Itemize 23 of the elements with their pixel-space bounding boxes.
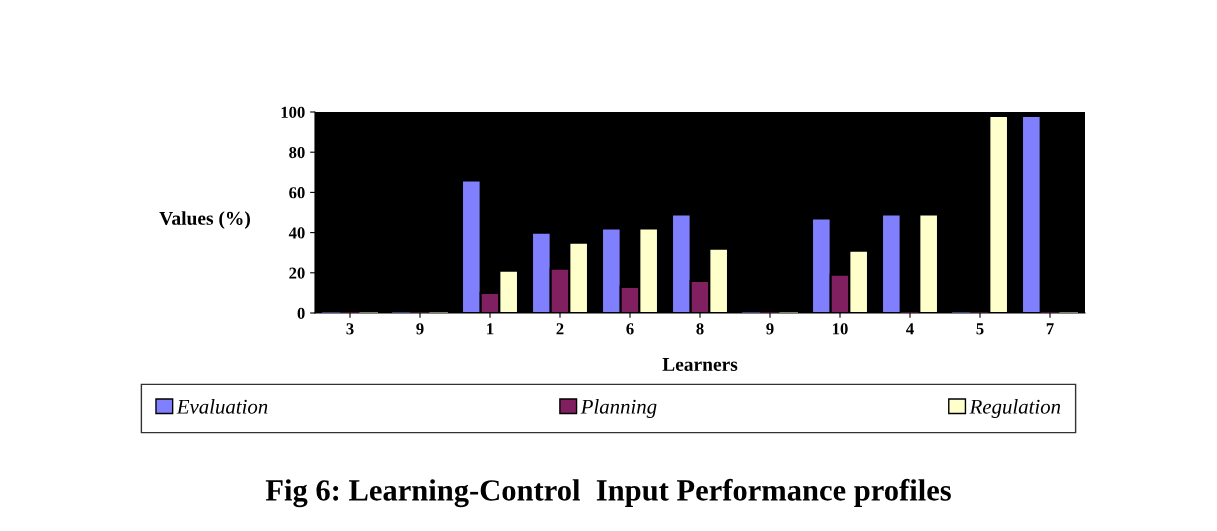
x-tick-label: 9 bbox=[766, 323, 774, 335]
y-tick-label: 40 bbox=[288, 227, 305, 239]
x-tick-label: 5 bbox=[976, 323, 984, 335]
x-tick-label: 6 bbox=[626, 323, 634, 335]
y-tick-label: 100 bbox=[281, 106, 305, 118]
y-tick-label: 20 bbox=[289, 267, 305, 279]
text: Fig 6: Learning-Control Input Performance profiles bbox=[265, 478, 951, 508]
y-tick-label: 60 bbox=[289, 187, 305, 199]
x-tick-label: 2 bbox=[556, 323, 564, 335]
y-tick-label: 80 bbox=[289, 146, 305, 159]
legend-label: Evaluation bbox=[176, 399, 268, 414]
x-tick-label: 3 bbox=[346, 323, 354, 335]
x-tick-label: 10 bbox=[833, 323, 848, 335]
x-tick-label: 7 bbox=[1046, 323, 1054, 335]
x-tick-label: 4 bbox=[906, 323, 914, 335]
x-tick-label: 1 bbox=[487, 323, 494, 335]
y-tick-label: 0 bbox=[297, 307, 305, 319]
x-tick-label: 9 bbox=[416, 323, 424, 335]
x-axis-title: Learners bbox=[662, 358, 738, 371]
x-tick-label: 8 bbox=[696, 323, 704, 335]
y-axis-title: Values (%) bbox=[159, 211, 250, 229]
legend-label: Planning bbox=[580, 399, 657, 418]
legend-label: Regulation bbox=[969, 399, 1061, 418]
